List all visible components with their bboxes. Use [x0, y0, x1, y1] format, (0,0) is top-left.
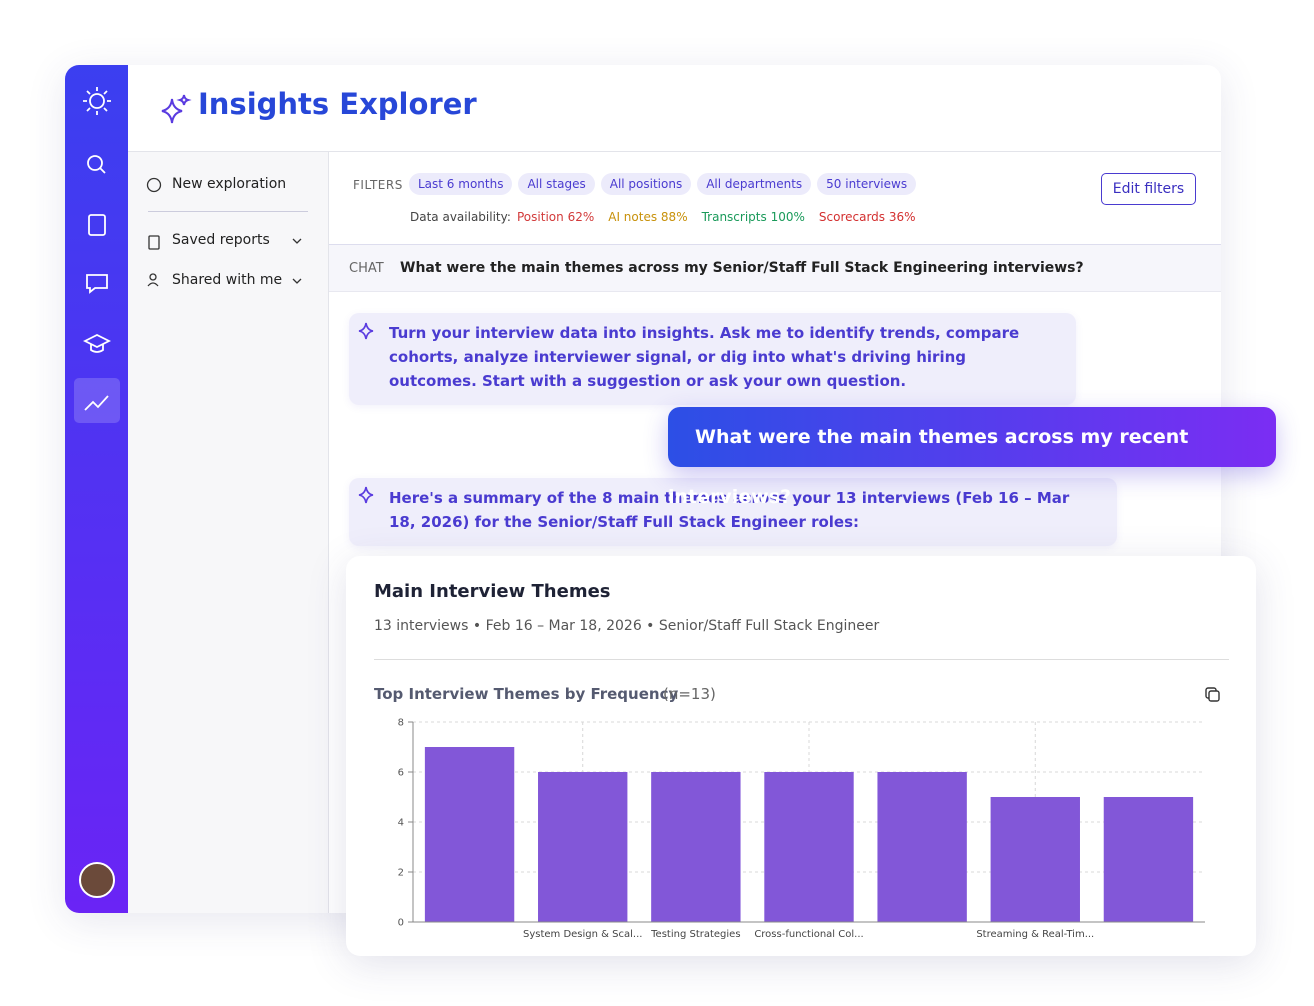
card-subtitle: 13 interviews • Feb 16 – Mar 18, 2026 • … [374, 618, 880, 634]
x-tick-label: System Design & Scal... [523, 929, 642, 940]
filter-chip[interactable]: 50 interviews [817, 173, 917, 195]
bar [424, 747, 515, 922]
page-title: Insights Explorer [198, 87, 477, 121]
user-message: What were the main themes across my rece… [668, 407, 1276, 508]
y-tick-label: 6 [398, 768, 404, 779]
insights-icon [84, 395, 109, 411]
bar [764, 772, 854, 922]
availability-label: Data availability: [410, 210, 511, 224]
availability-name: Scorecards [818, 210, 886, 224]
filter-chip[interactable]: All stages [518, 173, 595, 195]
bar [1103, 797, 1194, 922]
availability-name: Position [517, 210, 564, 224]
learn-icon[interactable] [82, 333, 112, 353]
search-icon[interactable] [87, 155, 106, 174]
chat-label: CHAT [349, 261, 384, 276]
tasks-icon[interactable] [88, 214, 106, 236]
filter-chip[interactable]: All positions [600, 173, 692, 195]
copy-button[interactable] [1204, 686, 1222, 704]
header: Insights Explorer [128, 65, 1221, 152]
nav-panel: New exploration Saved reports Shared wit… [128, 152, 329, 913]
availability-value: 100% [770, 210, 805, 224]
nav-icons [146, 177, 302, 287]
filter-chip[interactable]: All departments [697, 173, 812, 195]
y-tick-label: 2 [398, 868, 404, 879]
chart-card: Main Interview Themes 13 interviews • Fe… [346, 556, 1256, 956]
filters-bar: FILTERS Last 6 months All stages All posit… [329, 152, 1221, 245]
x-tick-label: Cross-functional Col... [754, 929, 863, 940]
chart-subtitle: (n=13) [663, 685, 716, 703]
filter-chip[interactable]: Last 6 months [409, 173, 513, 195]
bar [538, 772, 628, 922]
chat-bar: CHAT What were the main themes across my… [329, 245, 1221, 292]
filter-chips: Last 6 months All stages All positions All … [409, 173, 922, 195]
availability-value: 36% [888, 210, 916, 224]
assistant-message: Turn your interview data into insights. … [349, 313, 1076, 405]
y-tick-label: 4 [398, 818, 404, 829]
active-item[interactable] [74, 378, 120, 423]
availability-item: Position 62% [517, 210, 594, 224]
x-tick-label: Streaming & Real-Tim... [976, 929, 1094, 940]
filters-label: FILTERS [353, 178, 403, 192]
bar-chart: 0 2 4 6 8 System Design & Scal... Testing Stra… [398, 718, 1205, 940]
sidebar-icons [74, 87, 120, 898]
sidebar [65, 65, 128, 913]
chat-question: What were the main themes across my Seni… [400, 260, 1084, 276]
availability-name: Transcripts [701, 210, 767, 224]
nav-item[interactable]: Shared with me [172, 272, 283, 288]
divider [374, 659, 1229, 660]
divider [148, 211, 308, 212]
availability-item: Transcripts 100% [702, 210, 805, 224]
sparkle-icon [161, 94, 192, 124]
nav-item[interactable]: Saved reports [172, 232, 270, 248]
availability: Position 62% AI notes 88% Transcripts 100%… [517, 210, 930, 224]
message-icons [358, 322, 374, 504]
availability-item: Scorecards 36% [819, 210, 916, 224]
chat-icon[interactable] [86, 274, 108, 294]
nav-item[interactable]: New exploration [172, 176, 287, 192]
availability-item: AI notes 88% [608, 210, 687, 224]
bar [651, 772, 741, 922]
availability-value: 62% [567, 210, 595, 224]
y-tick-label: 8 [398, 718, 404, 729]
y-tick-label: 0 [398, 918, 404, 929]
availability-name: AI notes [608, 210, 658, 224]
x-tick-label: Testing Strategies [650, 929, 740, 940]
assistant-message: Here's a summary of the 8 main themes ac… [349, 478, 1117, 546]
availability-value: 88% [660, 210, 688, 224]
edit-filters-button[interactable]: Edit filters [1101, 173, 1196, 205]
avatar[interactable] [79, 862, 115, 898]
bar [990, 797, 1080, 922]
bar [877, 772, 967, 922]
chart-title: Top Interview Themes by Frequency [374, 685, 679, 703]
card-title: Main Interview Themes [374, 581, 611, 602]
logo [89, 93, 105, 109]
logo-rays [83, 87, 111, 115]
